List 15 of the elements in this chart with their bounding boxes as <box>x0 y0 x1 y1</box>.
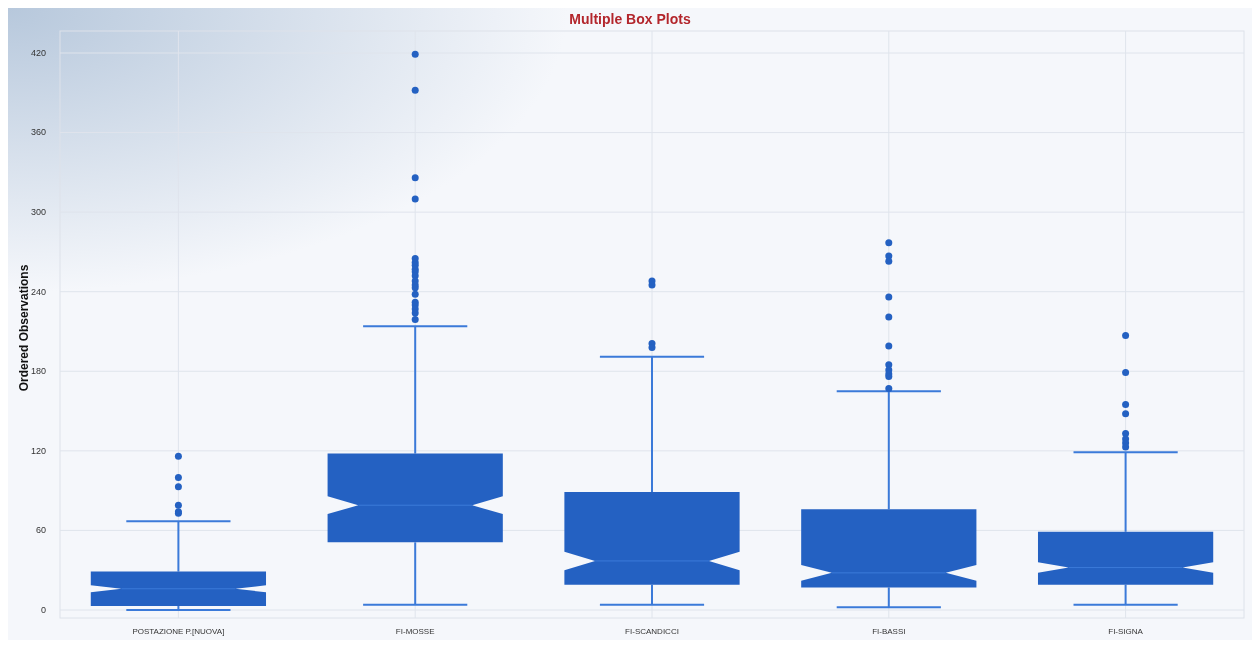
y-tick-label: 180 <box>30 366 46 377</box>
y-tick-label: 0 <box>40 604 46 615</box>
y-tick-label: 300 <box>30 207 46 218</box>
y-tick-label: 240 <box>30 286 46 297</box>
x-tick-label: FI-SCANDICCI <box>625 627 679 636</box>
x-tick-label: FI-SIGNA <box>1108 627 1144 636</box>
y-axis-title: Ordered Observations <box>17 264 31 392</box>
x-tick-label: FI-BASSI <box>872 627 906 636</box>
y-tick-label: 60 <box>35 525 46 536</box>
y-tick-label: 420 <box>30 47 46 58</box>
y-tick-label: 360 <box>30 127 46 138</box>
x-tick-label: POSTAZIONE P.[NUOVA] <box>132 627 225 636</box>
y-tick-label: 120 <box>30 445 46 456</box>
x-tick-label: FI-MOSSE <box>395 627 435 636</box>
chart-title: Multiple Box Plots <box>569 11 691 27</box>
